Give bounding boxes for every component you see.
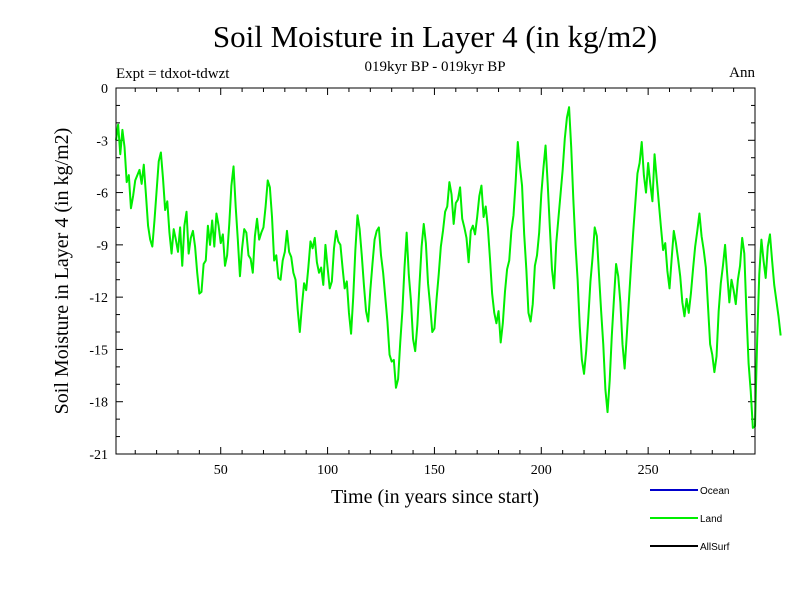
x-axis-ticks: 50 100 150 200 250 <box>134 88 735 478</box>
experiment-label: Expt = tdxot-tdwzt <box>116 66 230 82</box>
y-tick-label: -15 <box>89 343 108 358</box>
y-tick-label: -9 <box>96 239 108 254</box>
legend: Ocean Land AllSurf <box>650 486 730 553</box>
legend-label-land: Land <box>700 514 722 525</box>
series-group <box>115 106 782 429</box>
x-tick-label: 100 <box>317 463 338 478</box>
y-tick-label: -3 <box>96 134 108 149</box>
legend-label-ocean: Ocean <box>700 486 729 497</box>
y-axis-label: Soil Moisture in Layer 4 (in kg/m2) <box>51 128 73 415</box>
y-tick-label: -18 <box>89 396 108 411</box>
x-axis-label: Time (in years since start) <box>331 486 539 508</box>
x-tick-label: 50 <box>214 463 228 478</box>
y-axis-ticks: 0 -3 -6 -9 -12 -15 -18 -21 <box>89 82 755 463</box>
y-tick-label: -21 <box>89 448 108 463</box>
y-tick-label: 0 <box>101 82 108 97</box>
plot-frame <box>115 87 756 455</box>
series-line-land <box>115 106 782 429</box>
x-tick-label: 250 <box>638 463 659 478</box>
legend-label-allsurf: AllSurf <box>700 542 730 553</box>
y-tick-label: -12 <box>89 291 108 306</box>
chart-subtitle: 019kyr BP - 019kyr BP <box>364 59 505 75</box>
season-label: Ann <box>729 65 755 81</box>
x-tick-label: 150 <box>424 463 445 478</box>
chart-title: Soil Moisture in Layer 4 (in kg/m2) <box>213 19 657 54</box>
y-tick-label: -6 <box>96 187 108 202</box>
x-tick-label: 200 <box>531 463 552 478</box>
